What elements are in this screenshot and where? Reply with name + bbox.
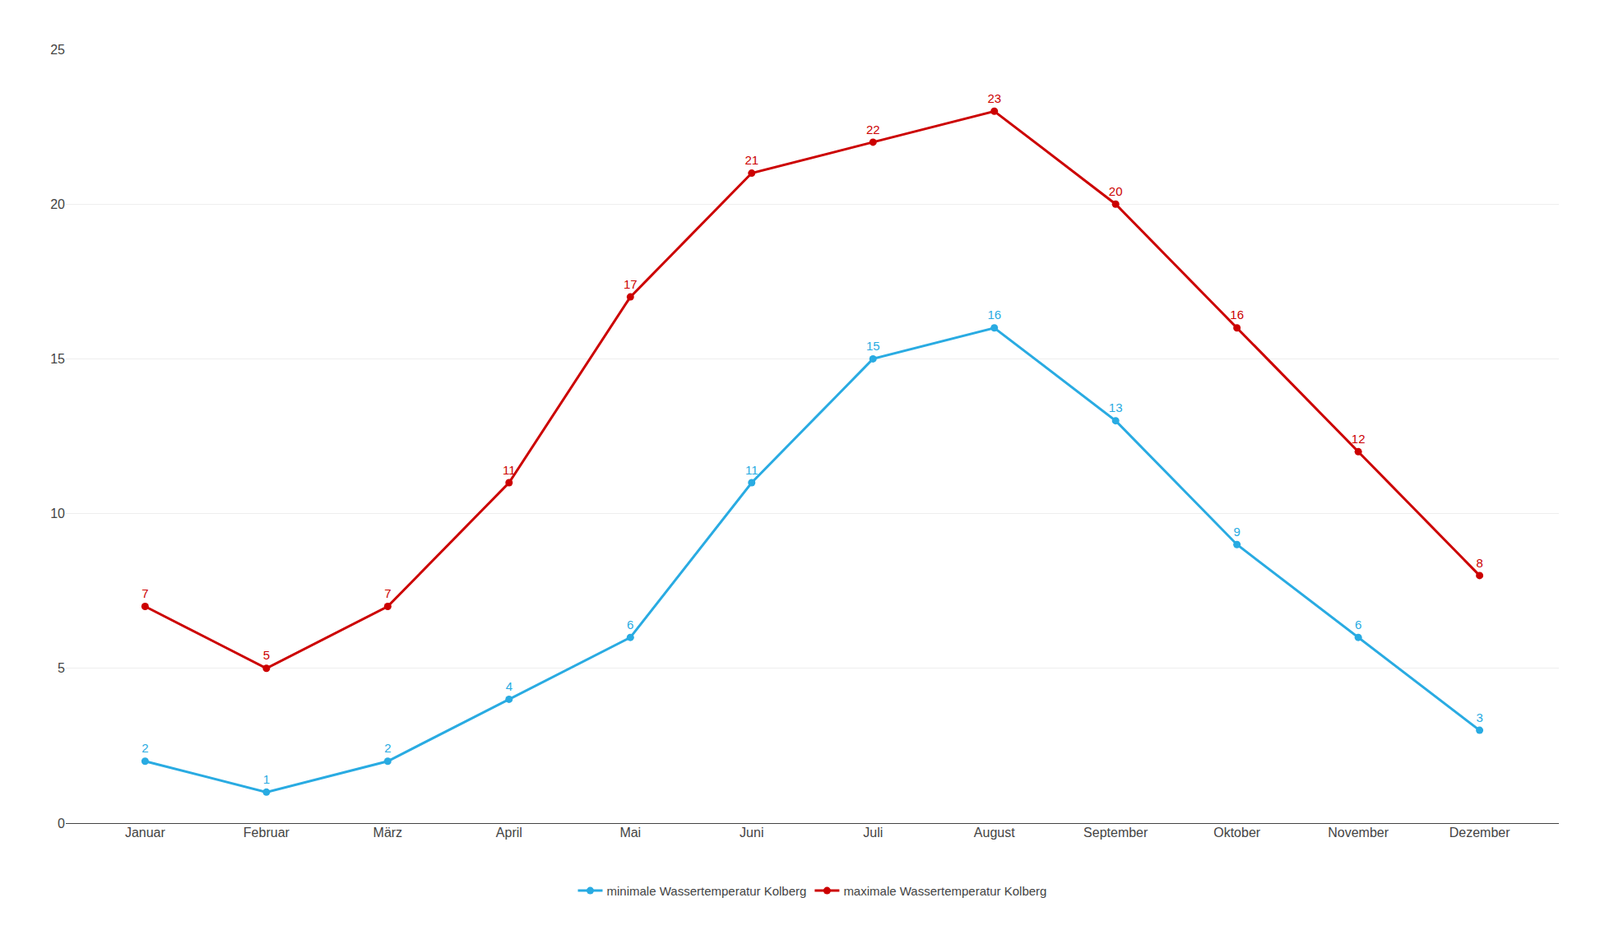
svg-text:23: 23 [987,91,1002,106]
svg-text:September: September [1083,825,1149,840]
svg-text:21: 21 [744,153,759,167]
svg-text:15: 15 [50,352,65,367]
svg-text:22: 22 [866,122,881,137]
svg-text:6: 6 [1354,617,1362,632]
svg-text:Oktober: Oktober [1213,825,1262,840]
svg-text:Februar: Februar [243,825,291,840]
svg-text:November: November [1327,825,1389,840]
svg-text:April: April [496,825,523,840]
svg-text:0: 0 [57,816,65,831]
svg-text:3: 3 [1475,710,1483,725]
svg-text:20: 20 [50,197,65,212]
svg-text:5: 5 [263,648,270,663]
svg-text:10: 10 [50,506,65,521]
svg-text:August: August [973,825,1016,840]
svg-text:Januar: Januar [125,825,167,840]
svg-text:2: 2 [384,741,391,756]
svg-text:9: 9 [1233,524,1240,539]
svg-text:8: 8 [1475,556,1483,571]
svg-text:Dezember: Dezember [1449,825,1511,840]
svg-text:1: 1 [263,772,270,787]
svg-text:6: 6 [626,617,634,632]
svg-text:13: 13 [1108,400,1123,415]
svg-text:15: 15 [866,338,881,353]
svg-text:12: 12 [1351,431,1366,446]
svg-text:Mai: Mai [619,825,641,840]
svg-text:7: 7 [384,586,391,601]
svg-text:20: 20 [1108,184,1123,199]
svg-text:Juli: Juli [862,825,883,840]
svg-text:Juni: Juni [739,825,764,840]
svg-text:25: 25 [50,42,65,57]
svg-text:minimale Wassertemperatur Kolb: minimale Wassertemperatur Kolberg [607,884,807,899]
svg-text:16: 16 [987,307,1002,322]
svg-text:2: 2 [141,741,149,756]
svg-text:17: 17 [623,277,638,292]
svg-text:4: 4 [505,679,513,694]
svg-text:16: 16 [1229,307,1244,322]
svg-text:maximale Wassertemperatur Kolb: maximale Wassertemperatur Kolberg [843,884,1047,899]
svg-text:11: 11 [502,463,516,478]
svg-text:7: 7 [141,586,149,601]
svg-text:März: März [373,825,404,840]
svg-text:11: 11 [745,463,759,478]
svg-text:5: 5 [57,661,65,676]
